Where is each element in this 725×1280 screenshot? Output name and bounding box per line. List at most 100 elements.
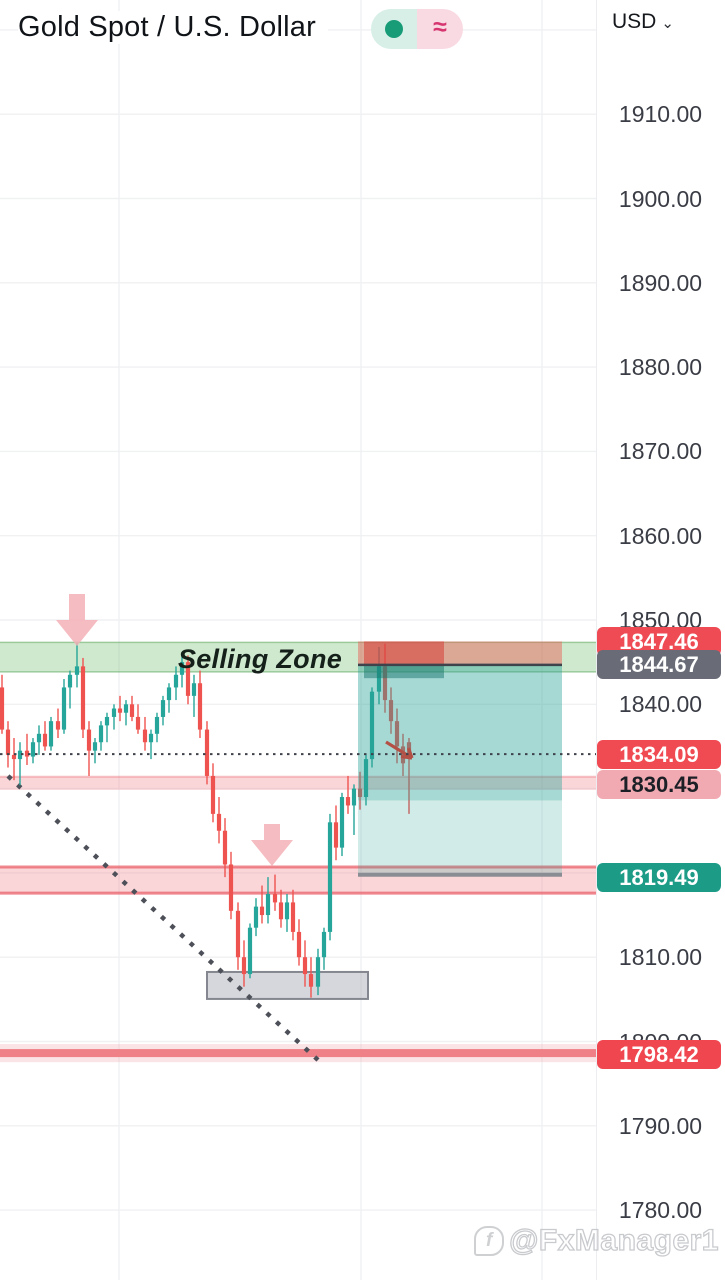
candle-body: [382, 666, 388, 701]
candle-body: [98, 725, 104, 743]
candle-body: [24, 750, 30, 757]
selling-zone-label: Selling Zone: [177, 644, 343, 674]
candle-body: [74, 666, 80, 675]
approx-icon: ≈: [433, 13, 447, 41]
candle-body: [272, 893, 278, 903]
candle-body: [104, 716, 110, 726]
candle-body: [351, 788, 357, 806]
price-badge: 1834.09: [597, 739, 721, 769]
selling-zone-band: [0, 642, 596, 672]
candle-body: [197, 683, 203, 730]
axis-tick-label: 1910.00: [618, 101, 703, 128]
down-arrow-marker: [251, 824, 293, 866]
candle-body: [92, 742, 98, 751]
axis-tick-label: 1810.00: [618, 944, 703, 971]
candle-body: [148, 733, 154, 743]
candle-body: [290, 902, 296, 932]
candle-body: [55, 721, 61, 730]
candle-body: [154, 716, 160, 734]
position-stop-handle: [364, 641, 444, 665]
position-profit-handle: [364, 664, 444, 679]
candle-body: [339, 797, 345, 848]
candle-body: [228, 864, 234, 911]
symbol-title: Gold Spot / U.S. Dollar: [18, 11, 328, 44]
toggle-right-segment[interactable]: ≈: [417, 9, 463, 49]
candle-body: [315, 957, 321, 987]
candle-body: [36, 733, 42, 743]
annotation-arrow-head: [406, 747, 414, 759]
candle-body: [67, 674, 73, 688]
candle-body: [142, 729, 148, 743]
candle-body: [123, 704, 129, 713]
candle-body: [388, 700, 394, 722]
axis-separator: [596, 0, 597, 1280]
axis-tick-label: 1790.00: [618, 1112, 703, 1139]
chevron-down-icon: ⌄: [661, 15, 674, 32]
candle-body: [86, 729, 92, 751]
candle-body: [265, 893, 271, 916]
candle-body: [17, 750, 23, 760]
candle-body: [321, 931, 327, 958]
axis-tick-label: 1900.00: [618, 185, 703, 212]
candlestick-chart[interactable]: [0, 0, 596, 1280]
axis-tick-label: 1780.00: [618, 1197, 703, 1224]
candle-body: [204, 729, 210, 776]
support-band-1819: [0, 866, 596, 894]
price-badge: 1844.67: [597, 650, 721, 680]
candle-body: [357, 788, 363, 798]
candle-body: [247, 927, 253, 975]
annotation-arrow-head: [400, 754, 413, 760]
candle-body: [394, 721, 400, 747]
price-axis[interactable]: 1910.00 1900.00 1890.00 1880.00 1870.00 1860.…: [596, 0, 725, 1280]
candle-body: [129, 704, 135, 717]
annotation-arrow: [385, 740, 413, 760]
dot-icon: [385, 20, 403, 38]
candle-body: [376, 666, 382, 692]
candle-body: [179, 662, 185, 675]
candle-body: [308, 974, 314, 987]
candle-body: [111, 708, 117, 717]
candle-body: [284, 902, 290, 920]
position-profit-overlay: [358, 664, 562, 801]
candle-body: [191, 683, 197, 696]
candle-body: [185, 662, 191, 696]
candle-body: [42, 733, 48, 747]
candle-body: [30, 742, 36, 757]
candle-body: [117, 708, 123, 713]
candle-body: [216, 813, 222, 831]
candle-body: [302, 957, 308, 975]
candle-body: [345, 797, 351, 806]
dotted-trendline: [6, 774, 320, 1062]
candle-body: [327, 822, 333, 932]
candle-body: [296, 931, 302, 958]
candle-body: [173, 674, 179, 688]
position-profit-zone: [358, 664, 562, 874]
axis-tick-label: 1860.00: [618, 522, 703, 549]
price-badge: 1798.42: [597, 1040, 721, 1070]
candle-body: [333, 822, 339, 848]
axis-tick-label: 1840.00: [618, 691, 703, 718]
support-band-1798-core: [0, 1049, 596, 1058]
candle-body: [5, 729, 11, 755]
candle-body: [363, 759, 369, 798]
price-badge: 1830.45: [597, 770, 721, 800]
candle-body: [0, 687, 5, 730]
toggle-left-segment[interactable]: [371, 9, 417, 49]
candle-body: [166, 687, 172, 701]
currency-label: USD: [612, 10, 657, 33]
candle-body: [61, 687, 67, 730]
candle-body: [222, 830, 228, 865]
candle-body: [48, 721, 54, 747]
axis-tick-label: 1880.00: [618, 354, 703, 381]
candle-body: [253, 906, 259, 928]
candle-body: [241, 957, 247, 975]
currency-selector[interactable]: USD ⌄: [612, 10, 678, 36]
candle-body: [235, 910, 241, 958]
chart-style-toggle[interactable]: ≈: [371, 9, 463, 49]
price-badge: 1819.49: [597, 862, 721, 892]
consolidation-box: [206, 970, 369, 1000]
candle-body: [135, 716, 141, 730]
candle-body: [369, 691, 375, 760]
candle-body: [400, 746, 406, 764]
